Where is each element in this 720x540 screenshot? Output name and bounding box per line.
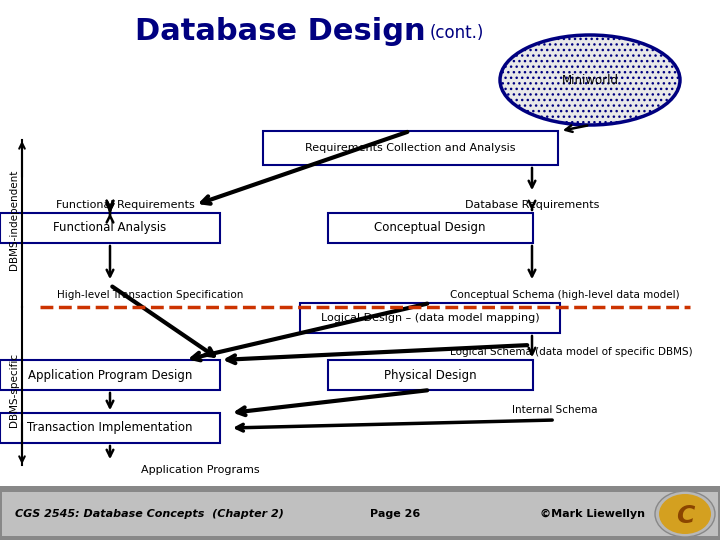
Text: Conceptual Schema (high-level data model): Conceptual Schema (high-level data model… (450, 290, 680, 300)
FancyBboxPatch shape (0, 413, 220, 443)
FancyBboxPatch shape (328, 360, 533, 390)
Bar (2, 492, 718, 536)
Text: Conceptual Design: Conceptual Design (374, 221, 486, 234)
Ellipse shape (655, 491, 715, 537)
Text: Logical Design – (data model mapping): Logical Design – (data model mapping) (320, 313, 539, 323)
Text: Requirements Collection and Analysis: Requirements Collection and Analysis (305, 143, 516, 153)
Text: Application Programs: Application Programs (140, 465, 259, 475)
Text: Database Design: Database Design (135, 17, 426, 46)
Text: Miniworld: Miniworld (562, 73, 618, 86)
FancyBboxPatch shape (0, 360, 220, 390)
Text: Logical Schema (data model of specific DBMS): Logical Schema (data model of specific D… (450, 347, 693, 357)
Text: (cont.): (cont.) (430, 24, 485, 42)
FancyBboxPatch shape (0, 213, 220, 243)
Text: Database Requirements: Database Requirements (465, 200, 599, 210)
Text: C: C (676, 504, 694, 528)
Text: ©Mark Liewellyn: ©Mark Liewellyn (540, 509, 645, 519)
Text: Functional Requirements: Functional Requirements (56, 200, 195, 210)
Text: High-level Transaction Specification: High-level Transaction Specification (57, 290, 243, 300)
Bar (0, 486, 720, 540)
Text: CGS 2545: Database Concepts  (Chapter 2): CGS 2545: Database Concepts (Chapter 2) (15, 509, 284, 519)
Ellipse shape (500, 35, 680, 125)
Text: Internal Schema: Internal Schema (512, 405, 598, 415)
FancyBboxPatch shape (263, 131, 557, 165)
Ellipse shape (659, 494, 711, 534)
FancyBboxPatch shape (328, 213, 533, 243)
Text: DBMS-specific: DBMS-specific (9, 353, 19, 427)
Text: DBMS-independent: DBMS-independent (9, 170, 19, 270)
Text: Physical Design: Physical Design (384, 368, 477, 381)
FancyBboxPatch shape (300, 303, 560, 333)
Text: Page 26: Page 26 (370, 509, 420, 519)
Text: Transaction Implementation: Transaction Implementation (27, 422, 193, 435)
Text: Functional Analysis: Functional Analysis (53, 221, 166, 234)
Text: Application Program Design: Application Program Design (28, 368, 192, 381)
